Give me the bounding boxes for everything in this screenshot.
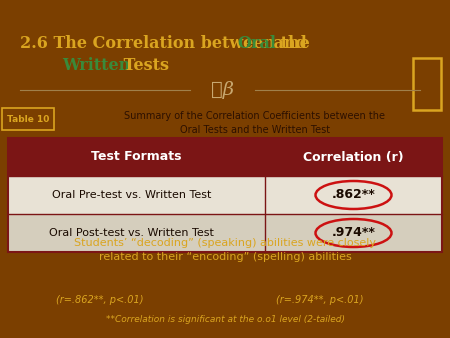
- Text: Correlation (r): Correlation (r): [303, 150, 404, 164]
- Text: Summary of the Correlation Coefficients between the
Oral Tests and the Written T: Summary of the Correlation Coefficients …: [125, 111, 386, 135]
- FancyBboxPatch shape: [8, 176, 442, 214]
- Text: Oral Pre-test vs. Written Test: Oral Pre-test vs. Written Test: [52, 190, 211, 200]
- Text: .974**: .974**: [332, 226, 375, 240]
- FancyBboxPatch shape: [2, 108, 54, 130]
- Text: Oral: Oral: [237, 34, 276, 51]
- Text: .862**: .862**: [332, 189, 375, 201]
- Text: Written: Written: [62, 57, 130, 74]
- FancyBboxPatch shape: [8, 214, 442, 252]
- FancyBboxPatch shape: [8, 138, 442, 176]
- Text: 2.6 The Correlation between the: 2.6 The Correlation between the: [20, 34, 315, 51]
- Text: Students’ “decoding” (speaking) abilities were closely
related to their “encodin: Students’ “decoding” (speaking) abilitie…: [74, 238, 376, 262]
- Text: (r=.974**, p<.01): (r=.974**, p<.01): [276, 295, 364, 305]
- Text: (r=.862**, p<.01): (r=.862**, p<.01): [56, 295, 144, 305]
- Text: Oral Post-test vs. Written Test: Oral Post-test vs. Written Test: [49, 228, 214, 238]
- Text: Test Formats: Test Formats: [91, 150, 182, 164]
- Text: Table 10: Table 10: [7, 115, 49, 123]
- Text: Tests: Tests: [118, 57, 169, 74]
- Text: 𝓒β: 𝓒β: [211, 81, 234, 99]
- Text: and: and: [268, 34, 307, 51]
- Text: **Correlation is significant at the o.o1 level (2-tailed): **Correlation is significant at the o.o1…: [105, 315, 345, 324]
